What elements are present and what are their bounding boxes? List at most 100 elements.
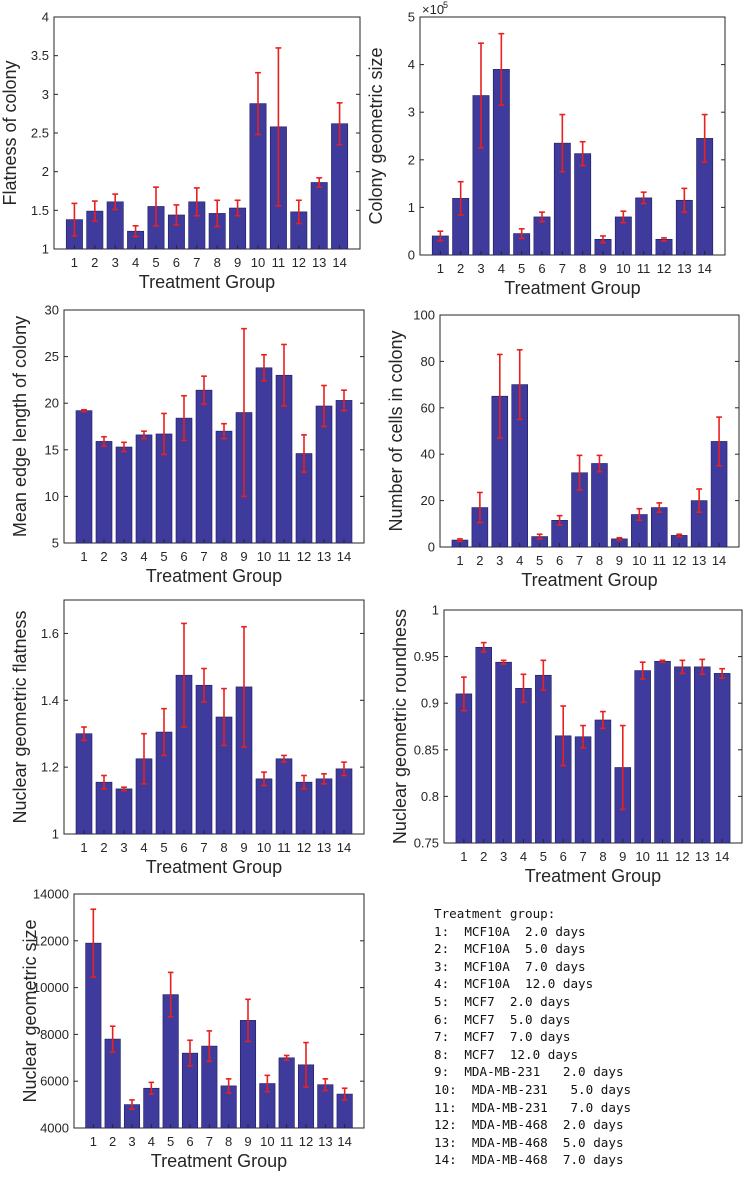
x-tick-label: 8 (579, 261, 586, 276)
x-tick-label: 14 (697, 261, 711, 276)
y-axis-exponent: ×10 (422, 2, 444, 17)
y-tick-label: 14000 (33, 887, 69, 902)
legend-entry: 13: MDA-MB-468 5.0 days (434, 1134, 624, 1150)
x-tick-label: 10 (616, 261, 630, 276)
x-tick-label: 1 (460, 849, 467, 864)
y-tick-label: 1 (52, 827, 59, 842)
y-tick-label: 2.5 (31, 126, 49, 141)
legend-entry: 6: MCF7 5.0 days (434, 1011, 571, 1027)
bar (315, 778, 333, 835)
y-tick-label: 4 (42, 10, 49, 25)
x-tick-label: 12 (297, 840, 311, 855)
y-axis-exponent-power: 5 (443, 0, 448, 10)
bar (515, 687, 532, 844)
bar (654, 660, 671, 844)
x-axis-label: Treatment Group (525, 866, 661, 886)
x-tick-label: 4 (498, 261, 505, 276)
x-tick-label: 4 (140, 549, 147, 564)
x-tick-label: 5 (160, 549, 167, 564)
y-axis-label: Number of cells in colony (386, 330, 406, 531)
chart-flatness-of-colony: 11.522.533.541 2 3 4 5 6 7 8 9 10 11 12 13 14Treatmen… (0, 10, 361, 292)
y-tick-label: 0 (428, 540, 435, 555)
x-tick-label: 3 (120, 549, 127, 564)
x-tick-label: 2 (91, 255, 98, 270)
x-tick-label: 12 (657, 261, 671, 276)
y-tick-label: 0 (408, 248, 415, 263)
bar (115, 446, 133, 544)
legend-title: Treatment group: (434, 906, 556, 921)
x-tick-label: 12 (675, 849, 689, 864)
x-tick-label: 8 (220, 840, 227, 855)
legend-entry: 8: MCF7 12.0 days (434, 1046, 579, 1062)
x-tick-label: 1 (80, 840, 87, 855)
x-tick-label: 9 (240, 840, 247, 855)
legend-entry: 9: MDA-MB-231 2.0 days (434, 1064, 624, 1080)
x-tick-label: 14 (337, 840, 351, 855)
bar (495, 661, 512, 844)
legend-entry: 10: MDA-MB-231 5.0 days (434, 1081, 632, 1097)
bar (535, 674, 552, 844)
y-tick-label: 3.5 (31, 48, 49, 63)
x-tick-label: 1 (80, 549, 87, 564)
bar (255, 778, 273, 835)
x-tick-label: 14 (715, 849, 729, 864)
bar (694, 666, 711, 844)
x-tick-label: 4 (132, 255, 139, 270)
x-tick-label: 2 (100, 549, 107, 564)
x-tick-label: 6 (180, 840, 187, 855)
bar (335, 400, 353, 544)
x-tick-label: 2 (109, 1134, 116, 1149)
bar (195, 389, 213, 544)
x-tick-label: 11 (277, 840, 291, 855)
legend-entry: 4: MCF10A 12.0 days (434, 976, 594, 992)
x-tick-label: 14 (337, 1134, 351, 1149)
x-tick-label: 1 (437, 261, 444, 276)
treatment-group-legend: Treatment group: 1: MCF10A 2.0 days 2: M… (434, 905, 734, 1169)
y-tick-label: 3 (42, 87, 49, 102)
x-tick-label: 5 (152, 255, 159, 270)
x-tick-label: 14 (332, 255, 346, 270)
bar (635, 197, 653, 256)
y-tick-label: 0.95 (414, 649, 439, 664)
x-tick-label: 12 (299, 1134, 313, 1149)
x-tick-label: 11 (656, 849, 670, 864)
bar (115, 788, 133, 835)
bar (295, 781, 313, 835)
plot-area (73, 893, 365, 1129)
y-tick-label: 100 (413, 308, 435, 323)
legend-entry: 5: MCF7 2.0 days (434, 993, 571, 1009)
x-tick-label: 3 (128, 1134, 135, 1149)
legend-entry: 2: MCF10A 5.0 days (434, 941, 586, 957)
y-tick-label: 0.9 (421, 696, 439, 711)
x-tick-label: 5 (160, 840, 167, 855)
x-tick-label: 4 (520, 849, 527, 864)
y-tick-label: 1.2 (41, 760, 59, 775)
x-tick-label: 8 (225, 1134, 232, 1149)
legend-entry: 14: MDA-MB-468 7.0 days (434, 1152, 624, 1168)
y-tick-label: 3 (408, 105, 415, 120)
x-tick-label: 1 (90, 1134, 97, 1149)
y-tick-label: 1 (42, 242, 49, 257)
x-tick-label: 10 (635, 849, 649, 864)
x-tick-label: 9 (240, 549, 247, 564)
y-axis-label: Colony geometric size (366, 47, 386, 224)
y-tick-label: 20 (45, 396, 59, 411)
y-axis-label: Flatness of colony (0, 60, 20, 205)
x-tick-label: 8 (220, 549, 227, 564)
y-tick-label: 1 (408, 200, 415, 215)
plot-area (443, 609, 743, 844)
bar (634, 670, 651, 844)
x-tick-label: 6 (556, 553, 563, 568)
bar (275, 758, 293, 835)
x-tick-label: 9 (599, 261, 606, 276)
bar (195, 684, 213, 835)
x-tick-label: 8 (599, 849, 606, 864)
plot-area (419, 16, 726, 256)
plot-area (439, 314, 740, 548)
y-tick-label: 60 (421, 400, 435, 415)
x-tick-label: 2 (100, 840, 107, 855)
